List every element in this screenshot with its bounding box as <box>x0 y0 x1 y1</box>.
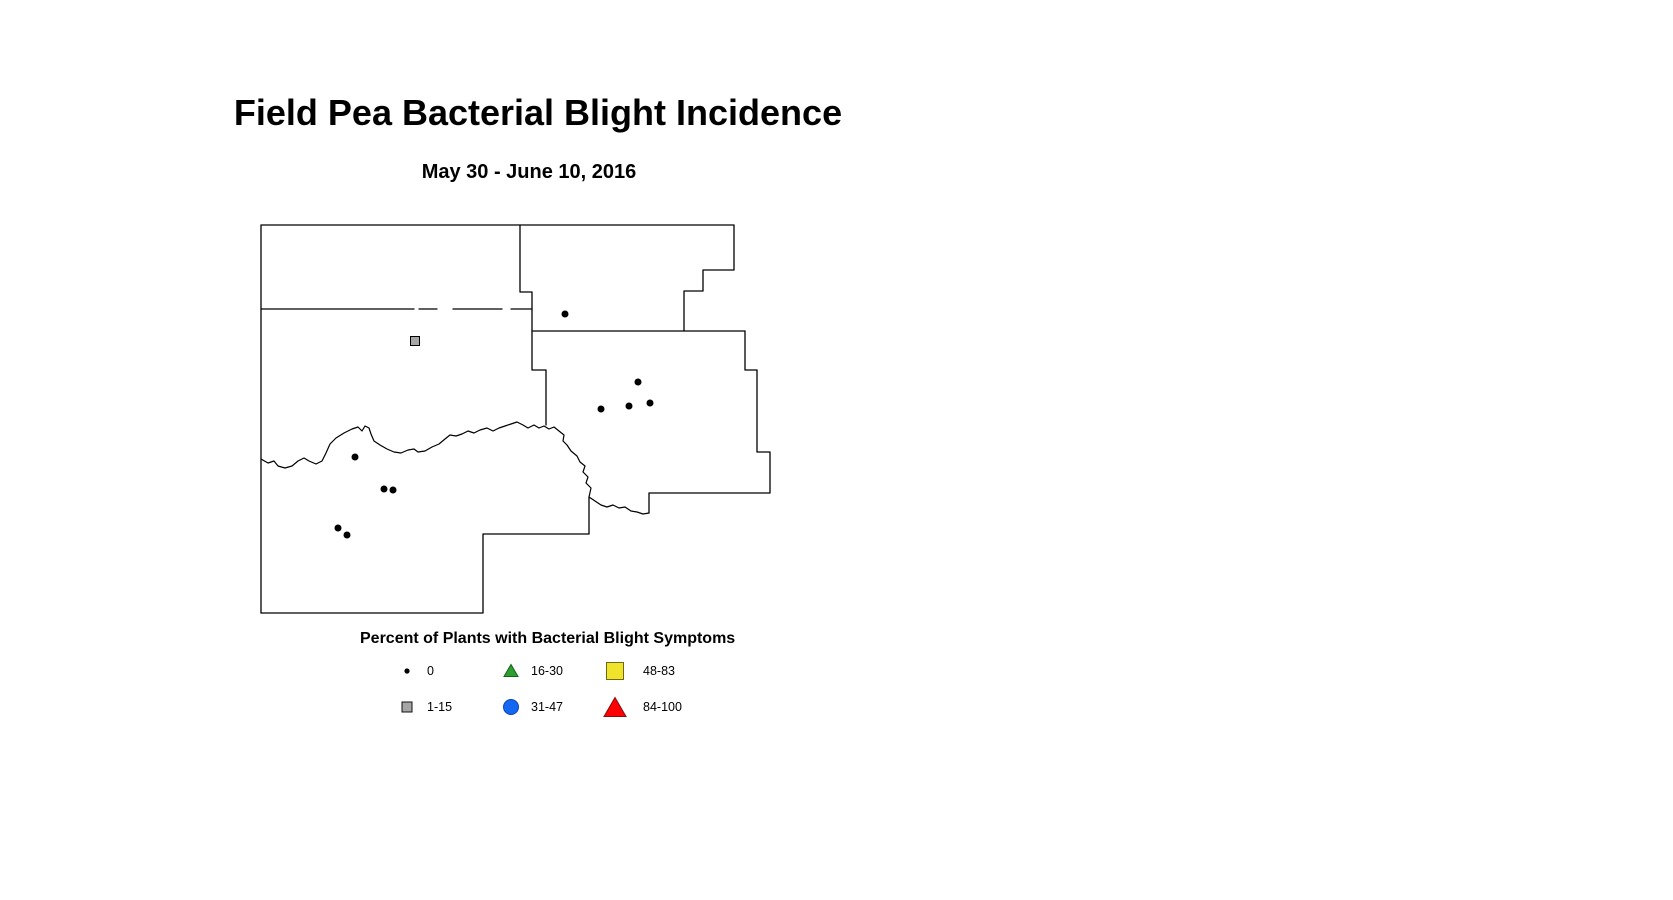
map-point-0 <box>351 453 359 461</box>
map-point-0 <box>561 310 569 318</box>
legend-label: 31-47 <box>531 700 563 714</box>
legend-item-48-83: 48-83 <box>600 659 675 683</box>
legend-item-84-100: 84-100 <box>600 695 682 719</box>
legend-label: 1-15 <box>427 700 453 714</box>
map-point-0 <box>389 486 397 494</box>
legend-label: 16-30 <box>531 664 563 678</box>
map-point-1-15 <box>410 336 420 346</box>
legend-label: 48-83 <box>643 664 675 678</box>
map-point-0 <box>625 402 633 410</box>
county-boundary-south <box>260 496 590 614</box>
gray-square-icon <box>392 695 422 719</box>
map-point-0 <box>380 485 388 493</box>
county-boundary-east <box>648 330 771 514</box>
legend-label: 0 <box>427 664 434 678</box>
map-point-0 <box>343 531 351 539</box>
map-point-0 <box>597 405 605 413</box>
map-point-0 <box>634 378 642 386</box>
legend-item-1-15: 1-15 <box>392 695 452 719</box>
page-title: Field Pea Bacterial Blight Incidence <box>233 92 843 133</box>
legend-label: 84-100 <box>643 700 682 714</box>
legend-item-31-47: 31-47 <box>496 695 563 719</box>
green-triangle-icon <box>496 659 526 683</box>
map-point-0 <box>646 399 654 407</box>
map-points <box>334 310 654 539</box>
blue-circle-icon <box>496 695 526 719</box>
legend-item-0: 0 <box>392 659 434 683</box>
red-triangle-icon <box>600 695 630 719</box>
black-dot-icon <box>392 659 422 683</box>
county-boundary-outer <box>260 224 735 614</box>
legend-title: Percent of Plants with Bacterial Blight … <box>360 630 736 647</box>
yellow-square-icon <box>600 659 630 683</box>
river-boundary <box>260 421 650 515</box>
legend-item-16-30: 16-30 <box>496 659 563 683</box>
county-boundary-central <box>519 224 547 426</box>
map-point-0 <box>334 524 342 532</box>
page-subtitle: May 30 - June 10, 2016 <box>421 161 637 183</box>
